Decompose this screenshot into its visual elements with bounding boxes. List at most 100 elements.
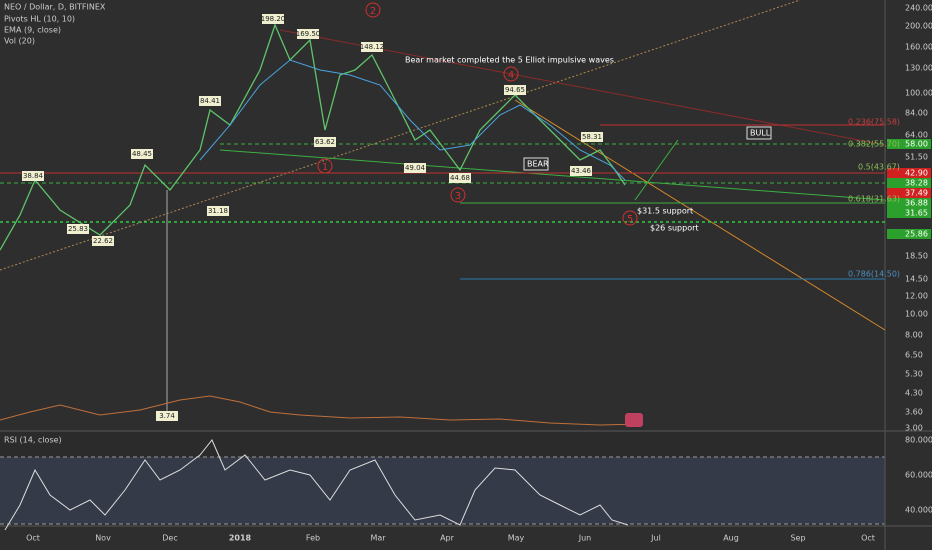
rsi-axis-label: 80.0000: [905, 436, 932, 445]
price-label: 12.00: [905, 292, 928, 301]
time-label: Feb: [306, 534, 320, 543]
price-label: 160.00: [905, 43, 932, 52]
price-label: 37.49: [905, 189, 928, 198]
price-label: 64.00: [905, 131, 928, 140]
time-label: 2018: [229, 534, 252, 543]
price-label: 38.28: [905, 179, 928, 188]
price-label: 18.50: [905, 252, 928, 261]
trendline: [514, 99, 886, 331]
time-label: Jun: [578, 534, 592, 543]
price-label: 4.30: [905, 389, 923, 398]
time-label: Dec: [162, 534, 177, 543]
time-label: Mar: [370, 534, 386, 543]
fib-label: 0.236(75.58): [848, 118, 900, 127]
wave-marker: [622, 210, 638, 226]
pivot-label: 63.62: [315, 138, 335, 146]
trendline: [219, 149, 886, 201]
pivot-label: 31.18: [208, 207, 228, 215]
pivot-label: 84.41: [200, 97, 220, 105]
price-label: 36.88: [905, 199, 928, 208]
fib-label: 0.382(55.70): [848, 140, 900, 149]
pivot-badge: [314, 137, 336, 147]
pivot-badge: [262, 14, 284, 24]
rsi-label: RSI (14, close): [4, 436, 62, 445]
price-label: 3.60: [905, 408, 923, 417]
study-label: EMA (9, close): [4, 26, 61, 35]
pivot-label: 198.20: [261, 15, 286, 23]
pivot-label: 44.68: [450, 174, 470, 182]
pivot-badge: [131, 149, 153, 159]
pivot-label: 58.31: [582, 133, 602, 141]
pivot-badge: [207, 206, 229, 216]
wave-marker: [365, 2, 381, 18]
pivot-label: 48.45: [132, 150, 152, 158]
price-badge: [887, 139, 931, 149]
annotation: $31.5 support: [637, 207, 693, 216]
fib-label: 0.618(31.63): [848, 195, 900, 204]
time-label: May: [508, 534, 525, 543]
time-label: Nov: [95, 534, 111, 543]
pivot-badge: [156, 411, 178, 421]
annotation-box: [746, 126, 772, 140]
price-label: 5.30: [905, 370, 923, 379]
annotation: BULL: [750, 129, 771, 138]
annotation: $26 support: [650, 224, 699, 233]
trendline: [634, 139, 679, 201]
rsi-line: [4, 439, 629, 531]
price-label: 100.00: [905, 89, 932, 98]
trendline: [0, 0, 801, 271]
wave-marker: [450, 187, 466, 203]
wave-marker: [317, 158, 333, 174]
price-label: 14.50: [905, 275, 928, 284]
time-label: Oct: [861, 534, 875, 543]
pivot-label: 22.62: [93, 237, 113, 245]
pivot-label: 3.74: [159, 412, 175, 420]
ema-line: [199, 59, 626, 181]
price-label: 31.65: [905, 209, 928, 218]
rsi-band: [0, 457, 885, 524]
study-label: Vol (20): [4, 37, 35, 46]
price-label: 200.00: [905, 22, 932, 31]
rsi-axis-label: 60.0000: [905, 471, 932, 480]
symbol: NEO / Dollar, D, BITFINEX: [4, 3, 106, 12]
pivot-badge: [297, 29, 319, 39]
pivot-badge: [92, 236, 114, 246]
time-label: Apr: [440, 534, 455, 543]
price-label: 84.00: [905, 109, 928, 118]
annotation: Bear market completed the 5 Elliot impul…: [405, 56, 614, 65]
time-label: Oct: [26, 534, 40, 543]
pivot-label: 25.83: [68, 225, 88, 233]
annotation-box: [523, 157, 549, 171]
fib-label: 0.786(14.50): [848, 270, 900, 279]
pivot-badge: [199, 96, 221, 106]
price-badge: [887, 198, 931, 208]
pivot-badge: [361, 42, 383, 52]
pivot-badge: [22, 171, 44, 181]
pivot-badge: [581, 132, 603, 142]
volume-ma: [0, 395, 641, 426]
pivot-badge: [570, 166, 592, 176]
pivot-label: 49.04: [405, 164, 426, 172]
annotation: BEAR: [527, 160, 549, 169]
time-label: Aug: [723, 534, 739, 543]
price-label: 130.00: [905, 64, 932, 73]
price-label: 240.00: [905, 4, 932, 13]
rsi-axis-label: 40.0000: [905, 506, 932, 515]
pivot-label: 38.84: [23, 172, 44, 180]
price-badge: [887, 168, 931, 178]
price-badge: [887, 188, 931, 198]
wave-label: 2: [370, 6, 376, 17]
price-badge: [887, 178, 931, 188]
price-label: 58.00: [905, 140, 928, 149]
pivot-badge: [404, 163, 426, 173]
wave-label: 3: [455, 191, 461, 202]
pivot-badge: [67, 224, 89, 234]
time-label: Sep: [790, 534, 805, 543]
price-label: 42.90: [905, 169, 928, 178]
price-label: 25.86: [905, 230, 928, 239]
wave-label: 5: [627, 214, 633, 225]
wave-marker: [503, 66, 519, 82]
price-label: 51.50: [905, 153, 928, 162]
wave-label: 1: [322, 162, 328, 173]
